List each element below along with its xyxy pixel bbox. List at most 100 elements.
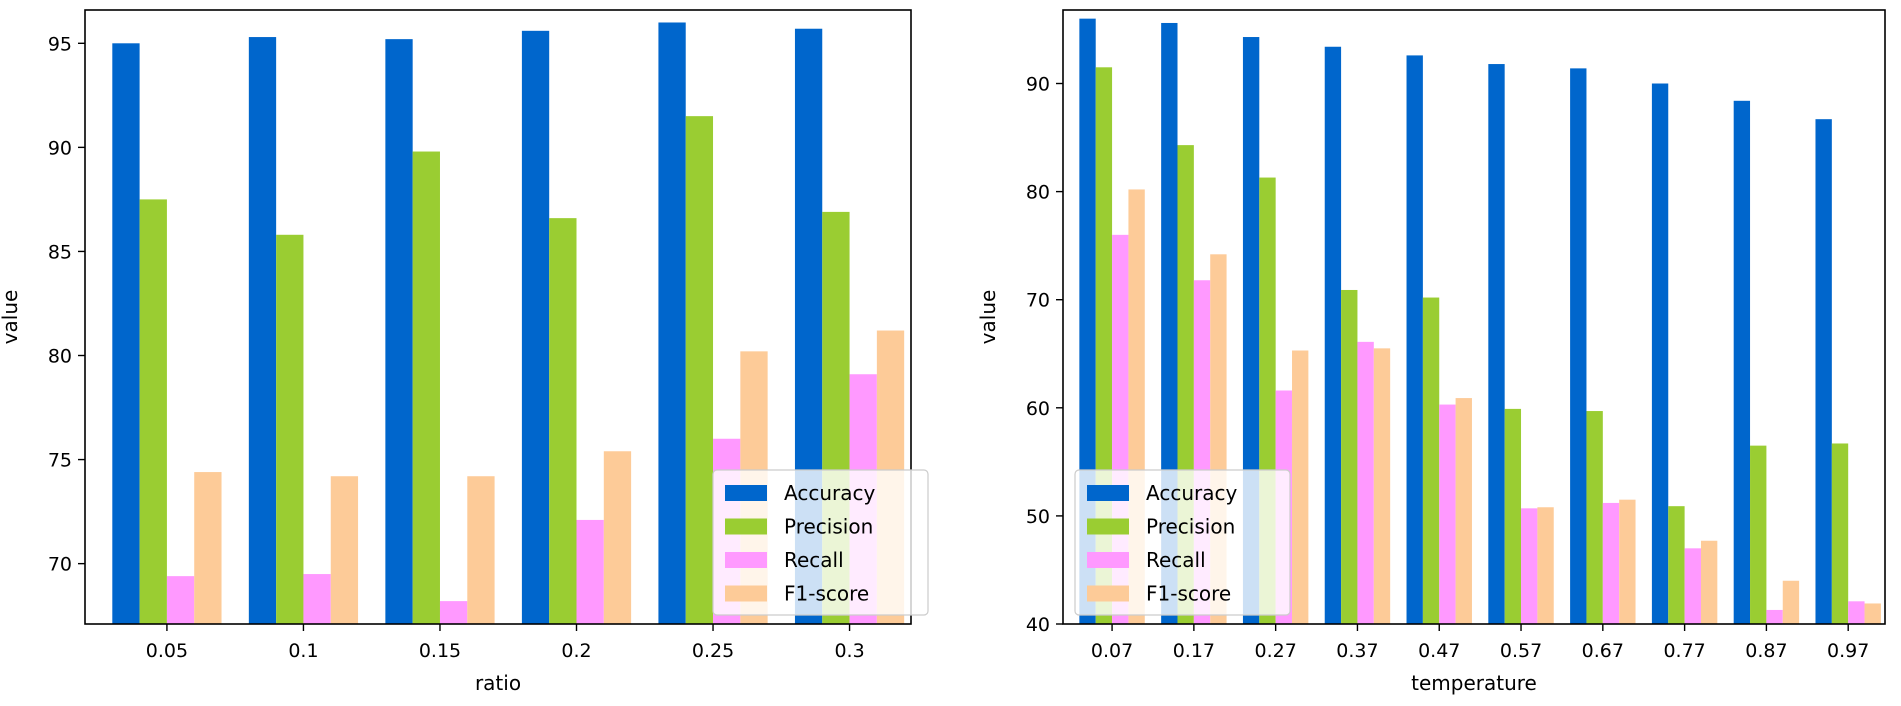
- plot-frame: [1062, 9, 1886, 625]
- bar-f1-score-0.67: [1619, 499, 1636, 624]
- bar-accuracy-0.37: [1324, 46, 1342, 624]
- legend-swatch-precision: [1087, 518, 1129, 535]
- bar-accuracy-0.15: [385, 39, 413, 624]
- bar-precision-0.37: [1341, 289, 1358, 624]
- bar-precision-0.57: [1504, 408, 1522, 624]
- x-axis-label: temperature: [1411, 671, 1537, 695]
- y-tick-label: 70: [48, 554, 72, 576]
- y-axis-label: value: [976, 290, 1000, 345]
- legend-label-recall: Recall: [1146, 548, 1206, 572]
- legend-label-recall: Recall: [784, 548, 844, 572]
- bar-accuracy-0.05: [112, 43, 140, 624]
- y-tick-label: 75: [48, 450, 72, 472]
- y-tick-label: 60: [1026, 398, 1050, 420]
- bar-recall-0.05: [166, 576, 195, 624]
- bar-f1-score-0.1: [330, 476, 359, 624]
- x-tick-label: 0.25: [692, 640, 734, 662]
- bar-f1-score-0.57: [1537, 507, 1554, 624]
- bar-f1-score-0.47: [1455, 398, 1472, 624]
- legend-box: [712, 469, 929, 616]
- bar-accuracy-0.57: [1488, 64, 1505, 624]
- bar-precision-0.1: [276, 234, 304, 624]
- x-tick-label: 0.77: [1663, 640, 1705, 662]
- bar-accuracy-0.87: [1733, 100, 1751, 624]
- legend-label-f1-score: F1-score: [1146, 582, 1231, 606]
- x-tick-label: 0.17: [1173, 640, 1215, 662]
- x-tick-label: 0.57: [1500, 640, 1542, 662]
- bar-precision-0.05: [139, 199, 167, 624]
- bar-recall-0.15: [439, 601, 468, 624]
- bar-recall-0.67: [1602, 502, 1620, 624]
- bar-accuracy-0.2: [521, 30, 550, 624]
- bar-f1-score-0.37: [1373, 348, 1391, 624]
- bar-precision-0.77: [1668, 506, 1685, 624]
- y-tick-label: 85: [48, 241, 72, 263]
- bar-recall-0.87: [1766, 609, 1783, 624]
- x-tick-label: 0.2: [561, 640, 591, 662]
- legend: Accuracy Precision Recall F1-score: [1074, 469, 1291, 616]
- x-tick-label: 0.47: [1418, 640, 1460, 662]
- y-tick-label: 90: [48, 137, 72, 159]
- legend-label-accuracy: Accuracy: [1146, 481, 1237, 505]
- bars: [112, 22, 905, 624]
- y-tick-label: 80: [48, 346, 72, 368]
- bar-f1-score-0.97: [1864, 603, 1881, 624]
- bar-f1-score-0.05: [194, 472, 222, 624]
- x-tick-label: 0.27: [1255, 640, 1297, 662]
- chart-2: 0.07 0.17 0.27 0.37 0.47 0.57 0.67 0.77 0.87 0.97…: [976, 9, 1886, 695]
- legend-label-precision: Precision: [1146, 515, 1235, 539]
- y-tick-label: 40: [1026, 614, 1050, 636]
- bar-precision-0.47: [1422, 297, 1440, 624]
- bar-precision-0.67: [1586, 411, 1603, 624]
- bar-recall-0.1: [303, 574, 331, 624]
- bar-precision-0.25: [685, 116, 714, 624]
- y-tick-label: 95: [48, 33, 72, 55]
- bar-accuracy-0.67: [1570, 68, 1587, 624]
- x-tick-label: 0.15: [419, 640, 461, 662]
- legend-swatch-recall: [1087, 552, 1129, 568]
- bar-accuracy-0.47: [1406, 55, 1423, 624]
- legend-swatch-precision: [725, 518, 767, 535]
- legend-swatch-accuracy: [725, 485, 767, 501]
- y-tick-label: 70: [1026, 290, 1050, 312]
- y-tick-label: 90: [1026, 74, 1050, 96]
- bar-recall-0.97: [1848, 601, 1865, 624]
- legend: Accuracy Precision Recall F1-score: [712, 469, 929, 616]
- x-tick-label: 0.07: [1091, 640, 1133, 662]
- chart-1: 0.05 0.1 0.15 0.2 0.25 0.3 70 75 80 85 90 95 ratio va…: [0, 9, 929, 695]
- bar-f1-score-0.27: [1292, 350, 1309, 624]
- bar-f1-score-0.2: [603, 451, 632, 624]
- bar-recall-0.77: [1684, 548, 1701, 624]
- bar-f1-score-0.77: [1700, 540, 1718, 624]
- bar-accuracy-0.25: [658, 22, 686, 624]
- legend-swatch-accuracy: [1087, 485, 1129, 501]
- bar-precision-0.97: [1831, 443, 1849, 624]
- bar-precision-0.87: [1750, 445, 1767, 624]
- x-tick-label: 0.87: [1745, 640, 1787, 662]
- bar-recall-0.37: [1357, 341, 1374, 624]
- legend-box: [1074, 469, 1291, 616]
- y-tick-label: 80: [1026, 182, 1050, 204]
- x-tick-label: 0.67: [1582, 640, 1624, 662]
- bar-f1-score-0.15: [467, 476, 495, 624]
- bar-precision-0.2: [549, 218, 577, 624]
- x-tick-label: 0.1: [288, 640, 318, 662]
- legend-label-accuracy: Accuracy: [784, 481, 875, 505]
- x-tick-label: 0.37: [1336, 640, 1378, 662]
- y-axis-label: value: [0, 290, 22, 345]
- bar-recall-0.47: [1439, 404, 1456, 624]
- bar-accuracy-0.77: [1651, 83, 1669, 624]
- bar-recall-0.57: [1521, 508, 1538, 624]
- bar-precision-0.15: [412, 151, 440, 624]
- legend-label-precision: Precision: [784, 515, 873, 539]
- x-axis-label: ratio: [475, 671, 521, 695]
- legend-swatch-recall: [725, 552, 767, 568]
- legend-swatch-f1-score: [725, 585, 767, 602]
- bar-recall-0.2: [576, 519, 604, 624]
- bar-accuracy-0.1: [248, 37, 277, 624]
- x-tick-label: 0.97: [1827, 640, 1869, 662]
- x-tick-label: 0.05: [146, 640, 188, 662]
- plot-frame: [84, 9, 912, 625]
- bar-accuracy-0.97: [1815, 119, 1832, 624]
